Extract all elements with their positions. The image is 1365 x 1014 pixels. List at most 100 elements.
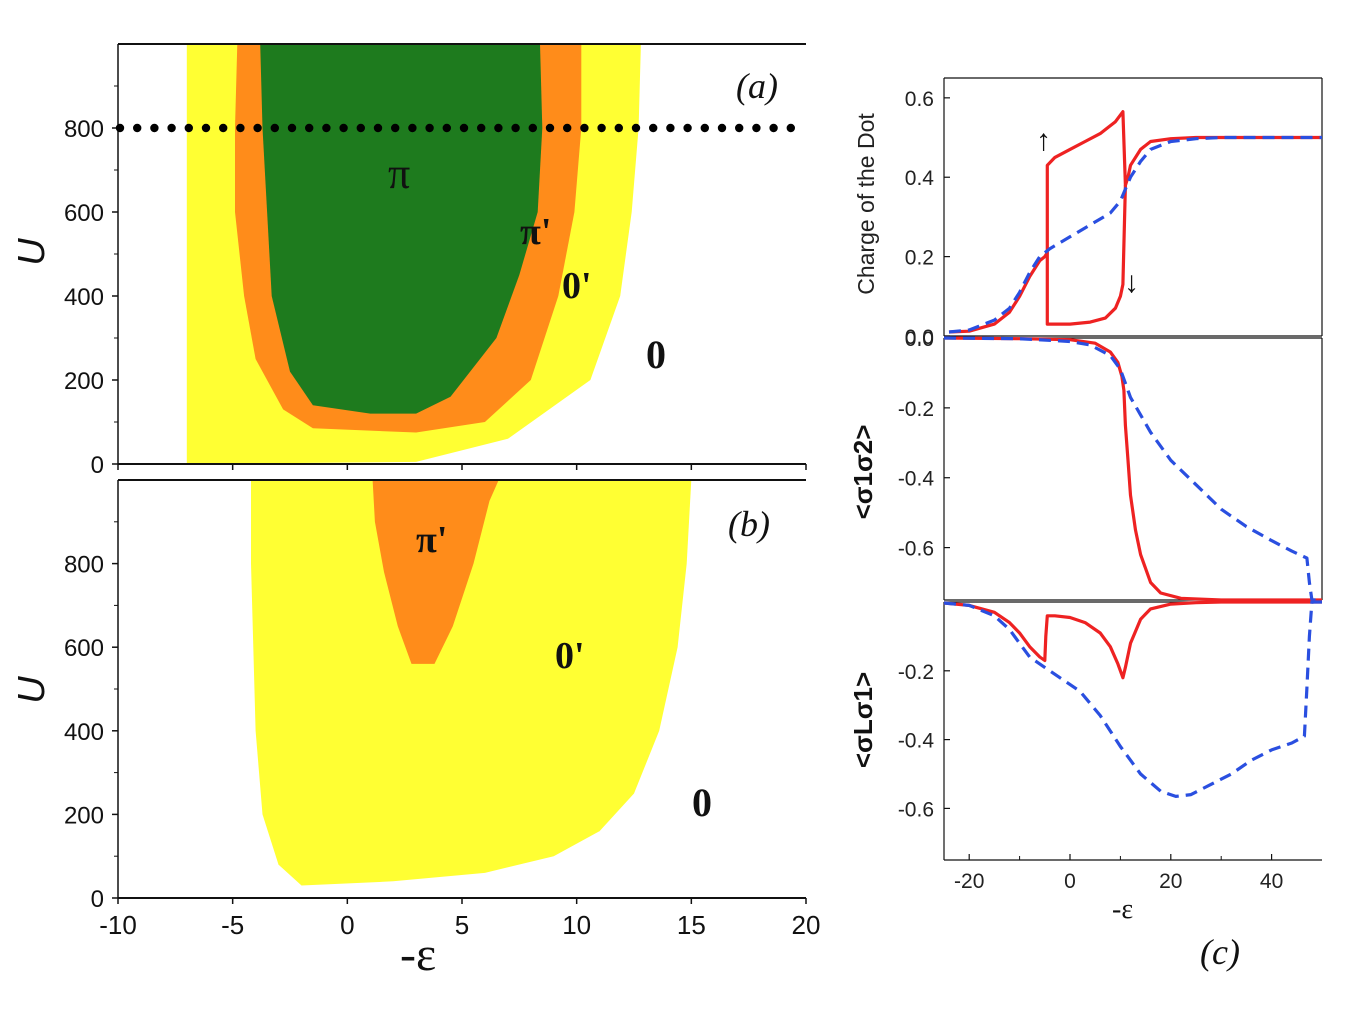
dotted-line-dot: [356, 123, 365, 133]
panel-b-zeroprime-label: 0': [555, 635, 585, 677]
dotted-line-dot: [666, 123, 675, 133]
dotted-line-dot: [683, 123, 692, 133]
ytick-label: -0.2: [898, 661, 934, 684]
dotted-line-dot: [528, 123, 537, 133]
dotted-line-dot: [442, 123, 451, 133]
xtick-label: 5: [455, 910, 469, 940]
dotted-line-dot: [253, 123, 262, 133]
xtick-label: 10: [562, 910, 591, 940]
ytick-label: 800: [64, 116, 104, 143]
dotted-line-dot: [614, 123, 623, 133]
panel-b-ylabel: U: [11, 676, 53, 704]
panel-c-bot-ylabel: <σLσ1>: [848, 672, 878, 768]
panel-a-piprime-label: π': [520, 211, 551, 253]
region-3: [260, 44, 543, 414]
dotted-line-dot: [597, 123, 606, 133]
ytick-label: 0.6: [905, 88, 934, 111]
panel-b-tag: (b): [728, 504, 770, 544]
dotted-line-dot: [563, 123, 572, 133]
series-line: [1045, 185, 1127, 326]
dotted-line-dot: [459, 123, 469, 133]
panel-b-zero-label: 0: [692, 780, 712, 825]
dotted-line-dot: [236, 123, 245, 133]
dotted-line-dot: [511, 123, 520, 133]
ytick-label: -0.4: [898, 468, 935, 491]
dotted-line-dot: [305, 123, 314, 133]
ytick-label: 400: [64, 719, 104, 746]
xtick-label: -10: [99, 910, 137, 940]
panel-c-tag: (c): [1200, 932, 1240, 972]
dotted-line-dot: [373, 123, 383, 133]
dotted-line-dot: [408, 123, 417, 133]
ytick-label: 0: [91, 886, 104, 913]
dotted-line-dot: [425, 123, 434, 133]
dotted-line-dot: [545, 123, 555, 133]
arrow-down: ↓: [1124, 266, 1139, 299]
panel-a-tag: (a): [736, 66, 778, 106]
panel-b: 0 200 400 600 800 -10 -5 0 5 10 15 20: [64, 479, 821, 940]
ytick-label: -0.6: [898, 538, 934, 561]
dotted-line-dot: [769, 123, 778, 133]
dotted-line-dot: [580, 123, 589, 133]
panel-a-pi-label: π: [388, 149, 410, 198]
panel-a-zero-label: 0: [646, 332, 666, 377]
dotted-line-dot: [717, 123, 727, 133]
dotted-line-dot: [150, 123, 159, 133]
left-xlabel: -ε: [400, 928, 436, 981]
panel-c-mid-ylabel: <σ1σ2>: [848, 425, 878, 520]
ytick-label: 200: [64, 368, 104, 395]
panel-a: 0 200 400 600 800: [64, 43, 807, 479]
ytick-label: -0.4: [898, 730, 935, 753]
ytick-label: 600: [64, 200, 104, 227]
ytick-label: 0.0: [905, 328, 934, 351]
xtick-label: 15: [677, 910, 706, 940]
xtick-label: 0: [340, 910, 354, 940]
dotted-line-dot: [391, 123, 400, 133]
series-line: [943, 600, 1322, 680]
panel-b-piprime-label: π': [416, 519, 447, 561]
dotted-line-dot: [700, 123, 709, 133]
series-line: [943, 336, 1322, 602]
panel-c-mid-ylabel-text: <σ1σ2>: [848, 425, 878, 520]
ytick-label: -0.2: [898, 398, 934, 421]
dotted-line-dot: [167, 123, 176, 133]
dotted-line-dot: [339, 123, 348, 133]
dotted-line-dot: [322, 123, 331, 133]
series-line: [948, 135, 1322, 334]
dotted-line-dot: [735, 123, 744, 133]
xtick-label: 20: [792, 910, 821, 940]
region-1: [251, 480, 692, 886]
region-2: [372, 480, 499, 664]
ytick-label: 800: [64, 552, 104, 579]
ytick-label: 600: [64, 635, 104, 662]
ytick-label: -0.6: [898, 798, 934, 821]
ytick-label: 400: [64, 284, 104, 311]
xtick-label: -5: [221, 910, 244, 940]
xtick-label: -20: [954, 870, 984, 893]
dotted-line-dot: [270, 123, 279, 133]
ytick-label: 0.0: [905, 326, 934, 349]
panel-c: 0.00.20.40.60.0-0.2-0.4-0.6-0.2-0.4-0.6-…: [898, 77, 1323, 893]
ytick-label: 200: [64, 802, 104, 829]
series-line: [943, 336, 1322, 602]
dotted-line-dot: [287, 123, 297, 133]
dotted-line-dot: [786, 123, 795, 133]
dotted-line-dot: [477, 123, 486, 133]
ytick-label: 0.4: [905, 167, 935, 190]
dotted-line-dot: [133, 123, 142, 133]
series-line: [943, 600, 1322, 798]
dotted-line-dot: [115, 123, 125, 133]
dotted-line-dot: [201, 123, 211, 133]
ytick-label: 0.2: [905, 247, 934, 270]
panel-a-zeroprime-label: 0': [562, 265, 592, 307]
dotted-line-dot: [752, 123, 761, 133]
panel-a-ylabel: U: [11, 238, 53, 266]
xtick-label: 40: [1260, 870, 1283, 893]
dotted-line-dot: [494, 123, 503, 133]
panel-c-xlabel: -ε: [1112, 894, 1133, 925]
series-line: [948, 110, 1322, 334]
panel-c-bot-ylabel-text: <σLσ1>: [848, 672, 878, 768]
xtick-label: 0: [1064, 870, 1076, 893]
ytick-label: 0: [91, 452, 104, 479]
